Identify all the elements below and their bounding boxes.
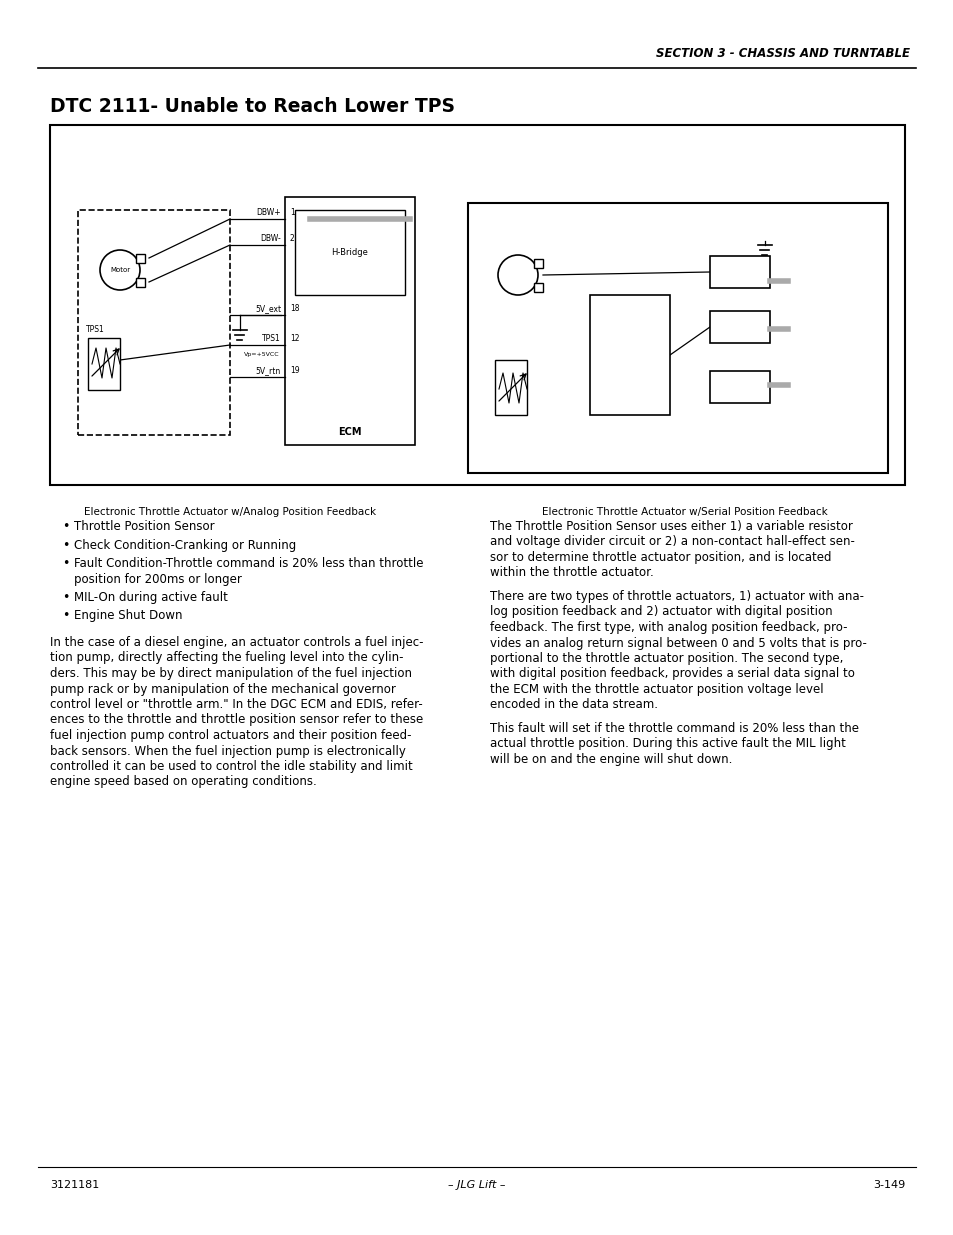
Text: back sensors. When the fuel injection pump is electronically: back sensors. When the fuel injection pu… (50, 745, 405, 757)
Text: 12: 12 (290, 333, 299, 343)
Text: H-Bridge: H-Bridge (332, 248, 368, 257)
Text: position for 200ms or longer: position for 200ms or longer (74, 573, 242, 585)
Text: •: • (62, 538, 70, 552)
Text: Vp=+5VCC: Vp=+5VCC (244, 352, 280, 357)
Text: Throttle Position Sensor: Throttle Position Sensor (74, 520, 214, 534)
Bar (495, 359, 526, 415)
Text: In the case of a diesel engine, an actuator controls a fuel injec-: In the case of a diesel engine, an actua… (50, 636, 423, 650)
Bar (534, 258, 542, 268)
Text: TPS1: TPS1 (86, 325, 105, 333)
Text: ders. This may be by direct manipulation of the fuel injection: ders. This may be by direct manipulation… (50, 667, 412, 680)
Text: •: • (62, 592, 70, 604)
Bar (50, 125, 904, 485)
Text: •: • (62, 610, 70, 622)
Text: 3121181: 3121181 (50, 1179, 99, 1191)
Bar (709, 256, 769, 288)
Bar (136, 253, 145, 263)
Text: within the throttle actuator.: within the throttle actuator. (490, 567, 653, 579)
Text: encoded in the data stream.: encoded in the data stream. (490, 699, 658, 711)
Text: portional to the throttle actuator position. The second type,: portional to the throttle actuator posit… (490, 652, 842, 664)
Text: log position feedback and 2) actuator with digital position: log position feedback and 2) actuator wi… (490, 605, 832, 619)
Text: Fault Condition-Throttle command is 20% less than throttle: Fault Condition-Throttle command is 20% … (74, 557, 423, 571)
Bar (88, 338, 120, 390)
Text: ences to the throttle and throttle position sensor refer to these: ences to the throttle and throttle posit… (50, 714, 423, 726)
Text: feedback. The first type, with analog position feedback, pro-: feedback. The first type, with analog po… (490, 621, 846, 634)
Text: tion pump, directly affecting the fueling level into the cylin-: tion pump, directly affecting the fuelin… (50, 652, 403, 664)
Bar (709, 370, 769, 403)
Text: fuel injection pump control actuators and their position feed-: fuel injection pump control actuators an… (50, 729, 411, 742)
Bar (468, 203, 887, 473)
Text: actual throttle position. During this active fault the MIL light: actual throttle position. During this ac… (490, 737, 845, 751)
Text: Check Condition-Cranking or Running: Check Condition-Cranking or Running (74, 538, 296, 552)
Text: controlled it can be used to control the idle stability and limit: controlled it can be used to control the… (50, 760, 413, 773)
Text: engine speed based on operating conditions.: engine speed based on operating conditio… (50, 776, 316, 788)
Text: 3-149: 3-149 (872, 1179, 904, 1191)
Bar (534, 283, 542, 291)
Bar (589, 295, 669, 415)
Bar (136, 278, 145, 287)
Text: •: • (62, 520, 70, 534)
Text: sor to determine throttle actuator position, and is located: sor to determine throttle actuator posit… (490, 551, 831, 564)
Text: Motor: Motor (110, 267, 130, 273)
Bar (285, 198, 415, 445)
Text: – JLG Lift –: – JLG Lift – (448, 1179, 505, 1191)
Text: DBW-: DBW- (260, 233, 281, 243)
Text: •: • (62, 557, 70, 571)
Text: 5V_rtn: 5V_rtn (255, 366, 281, 375)
Text: TPS1: TPS1 (262, 333, 281, 343)
Text: DTC 2111- Unable to Reach Lower TPS: DTC 2111- Unable to Reach Lower TPS (50, 98, 455, 116)
Text: DBW+: DBW+ (256, 207, 281, 217)
Bar (78, 210, 230, 435)
Text: Engine Shut Down: Engine Shut Down (74, 610, 182, 622)
Text: vides an analog return signal between 0 and 5 volts that is pro-: vides an analog return signal between 0 … (490, 636, 866, 650)
Bar (709, 311, 769, 343)
Text: control level or "throttle arm." In the DGC ECM and EDIS, refer-: control level or "throttle arm." In the … (50, 698, 422, 711)
Text: 18: 18 (290, 304, 299, 312)
Text: will be on and the engine will shut down.: will be on and the engine will shut down… (490, 753, 732, 766)
Text: SECTION 3 - CHASSIS AND TURNTABLE: SECTION 3 - CHASSIS AND TURNTABLE (656, 47, 909, 61)
Text: MIL-On during active fault: MIL-On during active fault (74, 592, 228, 604)
Text: ECM: ECM (338, 427, 361, 437)
Text: 1: 1 (290, 207, 294, 217)
Bar (294, 210, 405, 295)
Text: The Throttle Position Sensor uses either 1) a variable resistor: The Throttle Position Sensor uses either… (490, 520, 852, 534)
Text: 19: 19 (290, 366, 299, 375)
Text: with digital position feedback, provides a serial data signal to: with digital position feedback, provides… (490, 667, 854, 680)
Text: 5V_ext: 5V_ext (254, 304, 281, 312)
Text: the ECM with the throttle actuator position voltage level: the ECM with the throttle actuator posit… (490, 683, 822, 697)
Text: Electronic Throttle Actuator w/Serial Position Feedback: Electronic Throttle Actuator w/Serial Po… (541, 508, 827, 517)
Text: This fault will set if the throttle command is 20% less than the: This fault will set if the throttle comm… (490, 722, 858, 735)
Text: and voltage divider circuit or 2) a non-contact hall-effect sen-: and voltage divider circuit or 2) a non-… (490, 536, 854, 548)
Text: There are two types of throttle actuators, 1) actuator with ana-: There are two types of throttle actuator… (490, 590, 863, 603)
Text: 2: 2 (290, 233, 294, 243)
Text: Electronic Throttle Actuator w/Analog Position Feedback: Electronic Throttle Actuator w/Analog Po… (84, 508, 375, 517)
Text: pump rack or by manipulation of the mechanical governor: pump rack or by manipulation of the mech… (50, 683, 395, 695)
